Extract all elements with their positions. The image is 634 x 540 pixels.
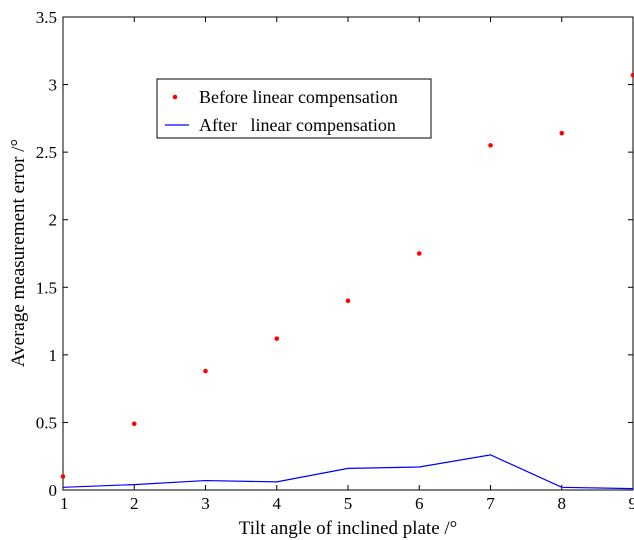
data-point-before: [60, 474, 66, 479]
x-tick-label: 8: [558, 494, 567, 513]
y-axis-ticks: 0 0.5 1 1.5 2 2.5 3 3.5: [36, 8, 633, 500]
y-tick-label: 1.5: [36, 278, 57, 297]
series-layer: [60, 72, 634, 490]
x-tick-label: 6: [415, 494, 424, 513]
y-tick-label: 2: [49, 211, 58, 230]
legend-box: [156, 78, 432, 139]
legend-label-after: After linear compensation: [199, 115, 396, 135]
data-point-before: [203, 368, 208, 374]
x-axis-label: Tilt angle of inclined plate /°: [239, 518, 458, 539]
x-tick-label: 4: [273, 494, 282, 513]
x-tick-label: 3: [201, 494, 210, 513]
data-point-before: [274, 336, 280, 341]
series-line-after: [62, 454, 634, 490]
x-tick-label: 1: [60, 494, 69, 513]
x-tick-label: 9: [629, 494, 634, 513]
data-point-before: [345, 298, 351, 304]
y-tick-label: 3.5: [36, 8, 57, 27]
y-tick-label: 0.5: [36, 413, 57, 432]
data-point-before: [488, 143, 493, 148]
data-point-before: [416, 251, 422, 256]
data-point-before: [559, 130, 565, 136]
legend: Before linear compensation After linear …: [156, 78, 432, 139]
y-tick-label: 2.5: [36, 143, 57, 162]
data-point-before: [630, 72, 634, 78]
x-tick-label: 7: [486, 494, 495, 513]
legend-marker-before: [172, 94, 178, 100]
y-tick-label: 0: [49, 481, 58, 500]
x-tick-label: 5: [344, 494, 353, 513]
y-tick-label: 3: [49, 76, 58, 95]
y-axis-label: Average measurement error /°: [8, 139, 29, 367]
x-tick-label: 2: [130, 494, 139, 513]
x-axis-ticks: 1 2 3 4 5 6 7 8 9: [60, 17, 634, 513]
data-point-before: [131, 421, 137, 427]
y-tick-label: 1: [49, 346, 58, 365]
legend-label-before: Before linear compensation: [199, 87, 398, 107]
